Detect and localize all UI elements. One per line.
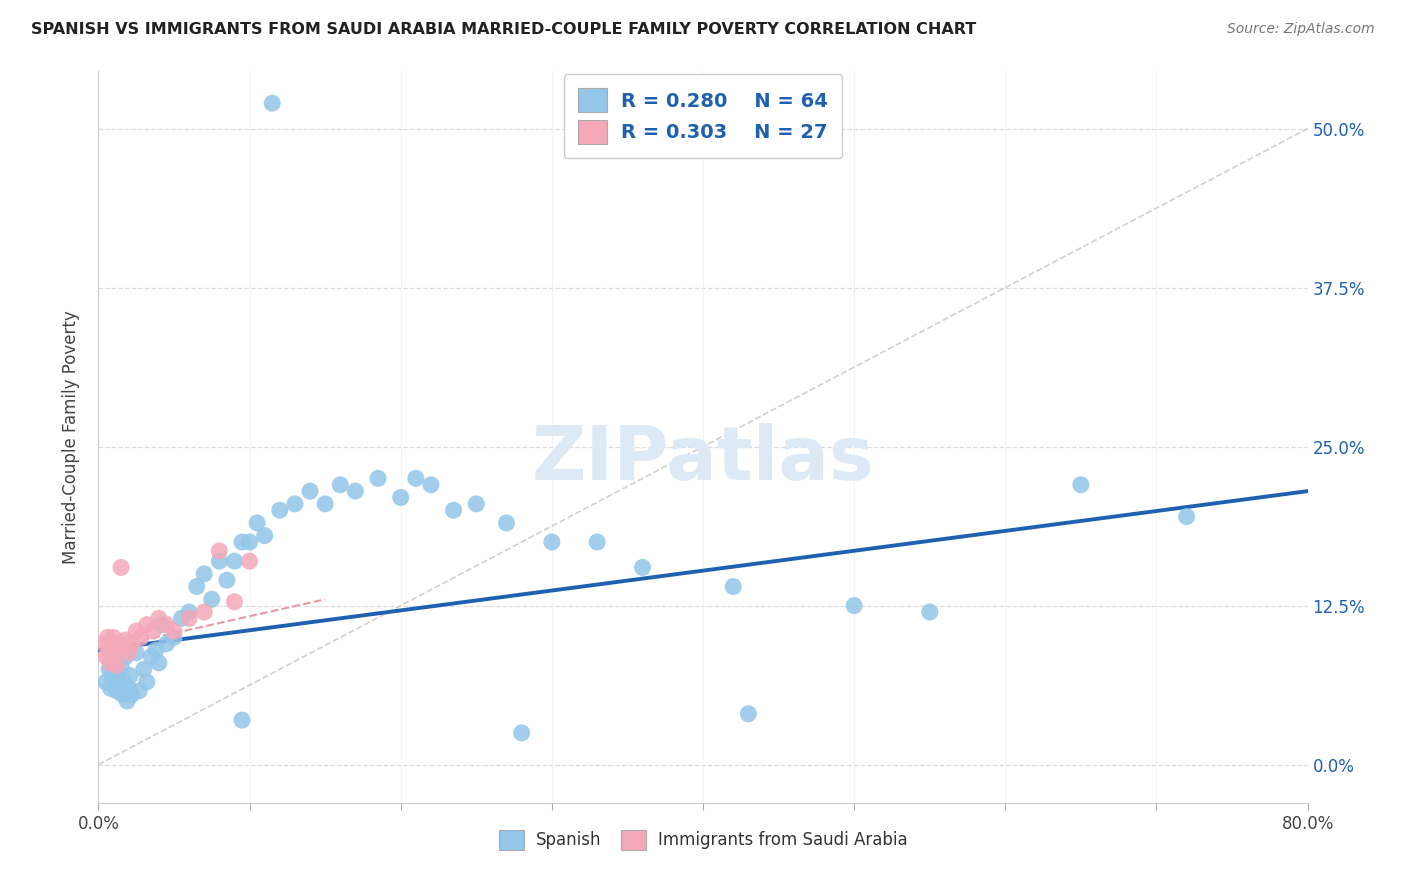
Point xyxy=(145,643,167,657)
Point xyxy=(239,554,262,568)
Point xyxy=(918,605,941,619)
Y-axis label: Married-Couple Family Poverty: Married-Couple Family Poverty xyxy=(62,310,80,564)
Point xyxy=(179,611,201,625)
Point xyxy=(108,637,131,651)
Point xyxy=(150,617,173,632)
Point xyxy=(155,617,177,632)
Point xyxy=(108,679,131,693)
Point xyxy=(193,605,215,619)
Point xyxy=(186,580,208,594)
Point xyxy=(100,681,122,696)
Point xyxy=(96,631,118,645)
Text: SPANISH VS IMMIGRANTS FROM SAUDI ARABIA MARRIED-COUPLE FAMILY POVERTY CORRELATIO: SPANISH VS IMMIGRANTS FROM SAUDI ARABIA … xyxy=(31,22,976,37)
Point xyxy=(231,713,253,727)
Point xyxy=(105,658,128,673)
Point xyxy=(114,632,136,647)
Point xyxy=(208,544,231,558)
Point xyxy=(844,599,866,613)
Point xyxy=(329,477,352,491)
Point xyxy=(121,688,143,702)
Point xyxy=(1175,509,1198,524)
Point xyxy=(118,646,141,660)
Point xyxy=(299,484,322,499)
Point xyxy=(110,658,132,673)
Point xyxy=(465,497,488,511)
Point xyxy=(284,497,307,511)
Point xyxy=(121,637,143,651)
Point xyxy=(179,605,201,619)
Point xyxy=(101,637,124,651)
Point xyxy=(120,668,142,682)
Point xyxy=(239,535,262,549)
Point xyxy=(128,684,150,698)
Point xyxy=(107,666,129,681)
Point xyxy=(112,675,135,690)
Point xyxy=(155,637,177,651)
Point xyxy=(125,646,148,660)
Text: Source: ZipAtlas.com: Source: ZipAtlas.com xyxy=(1227,22,1375,37)
Point xyxy=(125,624,148,638)
Point xyxy=(98,643,121,657)
Point xyxy=(105,684,128,698)
Text: ZIPatlas: ZIPatlas xyxy=(531,423,875,496)
Point xyxy=(111,640,134,655)
Point xyxy=(201,592,224,607)
Point xyxy=(135,617,157,632)
Point xyxy=(344,484,367,499)
Point xyxy=(111,688,134,702)
Point xyxy=(110,560,132,574)
Point xyxy=(389,491,412,505)
Point xyxy=(94,649,117,664)
Point xyxy=(135,675,157,690)
Point xyxy=(367,471,389,485)
Point xyxy=(420,477,443,491)
Point xyxy=(495,516,517,530)
Point xyxy=(141,649,163,664)
Point xyxy=(142,624,165,638)
Point xyxy=(118,681,141,696)
Point xyxy=(231,535,253,549)
Point xyxy=(94,675,117,690)
Point xyxy=(586,535,609,549)
Point xyxy=(269,503,291,517)
Point xyxy=(224,595,246,609)
Point xyxy=(224,554,246,568)
Point xyxy=(103,631,125,645)
Point xyxy=(405,471,427,485)
Point xyxy=(262,96,284,111)
Point xyxy=(443,503,465,517)
Point xyxy=(510,726,533,740)
Point xyxy=(114,649,136,664)
Point xyxy=(314,497,336,511)
Point xyxy=(148,656,170,670)
Point xyxy=(246,516,269,530)
Point xyxy=(103,656,125,670)
Point xyxy=(208,554,231,568)
Point xyxy=(253,529,276,543)
Point xyxy=(101,668,124,682)
Point xyxy=(115,694,138,708)
Point xyxy=(104,671,127,685)
Point xyxy=(737,706,759,721)
Point xyxy=(540,535,562,549)
Point xyxy=(170,611,193,625)
Point xyxy=(193,566,215,581)
Point xyxy=(215,573,238,587)
Point xyxy=(723,580,745,594)
Point xyxy=(1070,477,1092,491)
Point xyxy=(163,624,186,638)
Point xyxy=(631,560,654,574)
Legend: Spanish, Immigrants from Saudi Arabia: Spanish, Immigrants from Saudi Arabia xyxy=(492,823,914,856)
Point xyxy=(129,631,152,645)
Point xyxy=(93,637,115,651)
Point xyxy=(100,656,122,670)
Point xyxy=(132,662,155,676)
Point xyxy=(148,611,170,625)
Point xyxy=(104,646,127,660)
Point xyxy=(98,662,121,676)
Point xyxy=(163,631,186,645)
